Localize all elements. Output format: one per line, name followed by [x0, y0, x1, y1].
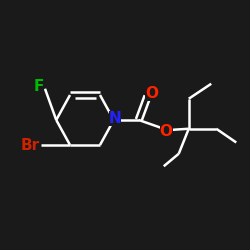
Text: N: N — [108, 111, 121, 126]
Text: O: O — [160, 124, 173, 139]
Text: Br: Br — [20, 138, 40, 152]
Text: F: F — [34, 79, 44, 94]
Text: O: O — [145, 86, 158, 101]
